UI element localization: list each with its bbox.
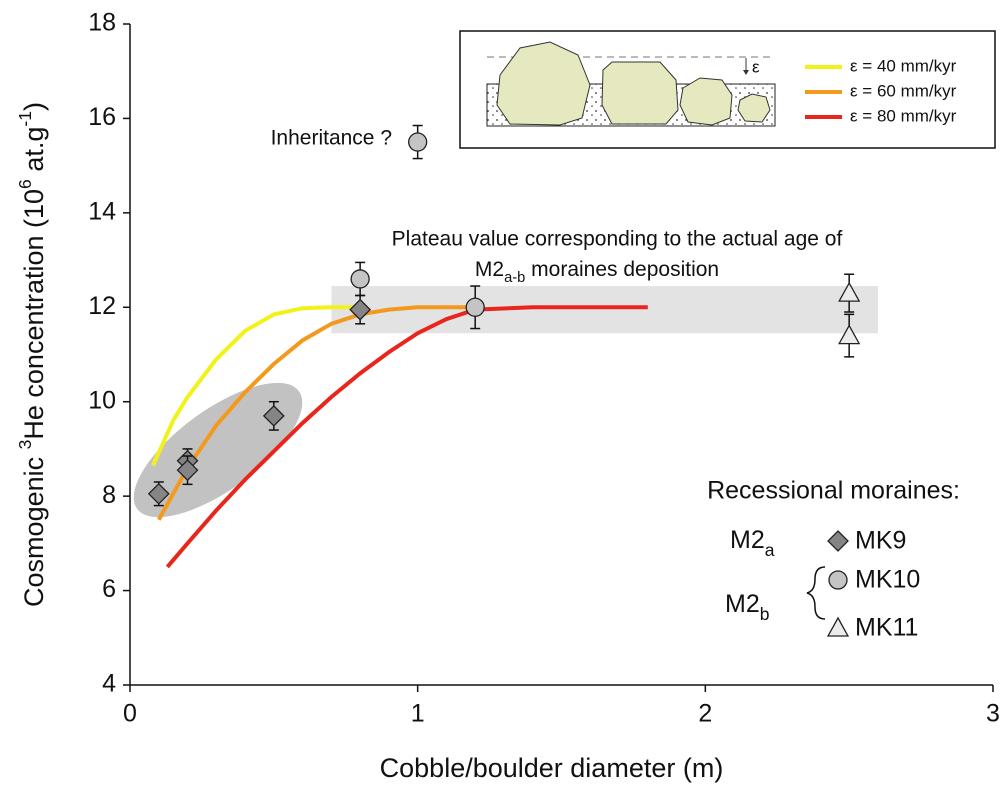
inset-label: ε	[752, 57, 760, 76]
x-tick-label: 0	[123, 700, 137, 728]
y-tick-label: 4	[102, 670, 116, 698]
x-tick-label: 1	[411, 700, 425, 728]
text-part: b	[760, 604, 770, 624]
legend-label: ε = 40 mm/kyr	[850, 56, 957, 75]
y-tick-label: 14	[88, 197, 116, 225]
text-part: a-b	[504, 270, 525, 286]
plateau-band	[331, 286, 878, 334]
legend-label: MK11	[855, 614, 918, 642]
x-tick-label: 3	[986, 700, 1000, 728]
text-part: 3	[15, 440, 35, 450]
marker-triangle	[826, 616, 850, 637]
text-part: M2	[725, 590, 760, 618]
legend-label: MK9	[855, 527, 906, 555]
x-axis-label: Cobble/boulder diameter (m)	[380, 753, 724, 783]
y-tick-label: 8	[102, 481, 116, 509]
y-tick-label: 10	[88, 386, 116, 414]
y-axis-label: Cosmogenic 3He concentration (106 at.g-1…	[15, 102, 49, 607]
curve	[165, 305, 648, 569]
annotation: Inheritance ?	[271, 127, 392, 150]
curve	[157, 305, 476, 521]
text-part: 6	[15, 179, 35, 189]
marker-diamond	[147, 482, 170, 505]
legend-group-label: M2b	[725, 590, 769, 624]
legend-label: ε = 60 mm/kyr	[850, 81, 957, 100]
text-part: -1	[15, 111, 35, 127]
annotation: Plateau value corresponding to the actua…	[392, 228, 843, 251]
text-part: M2	[475, 258, 504, 281]
text-part: moraines deposition	[525, 258, 719, 281]
text-part: Cosmogenic	[19, 449, 49, 607]
text-part: He concentration (10	[19, 189, 49, 440]
marker-triangle	[838, 281, 861, 302]
marker-diamond	[262, 404, 285, 427]
legend-group-label: M2a	[730, 526, 775, 560]
text-part: )	[19, 102, 49, 111]
brace	[806, 566, 826, 620]
y-tick-label: 12	[88, 292, 116, 320]
legend-title: Recessional moraines:	[707, 477, 960, 505]
curve	[151, 305, 361, 467]
marker-circle	[465, 297, 485, 317]
group-ellipse	[133, 382, 303, 518]
y-tick-label: 16	[88, 103, 116, 131]
legend-label: ε = 80 mm/kyr	[850, 106, 957, 125]
marker-diamond	[827, 530, 849, 552]
text-part: M2	[730, 526, 765, 554]
text-part: a	[765, 540, 775, 560]
marker-circle	[828, 570, 848, 590]
y-tick-label: 18	[88, 9, 116, 37]
marker-circle	[408, 132, 428, 152]
marker-diamond	[349, 298, 372, 321]
marker-diamond	[176, 459, 199, 482]
text-part: at.g	[19, 127, 49, 180]
inset: ε	[459, 30, 996, 149]
x-tick-label: 2	[698, 700, 712, 728]
marker-circle	[350, 269, 370, 289]
y-tick-label: 6	[102, 575, 116, 603]
legend-label: MK10	[855, 566, 920, 594]
marker-triangle	[838, 324, 861, 345]
annotation: M2a-b moraines deposition	[475, 258, 719, 286]
